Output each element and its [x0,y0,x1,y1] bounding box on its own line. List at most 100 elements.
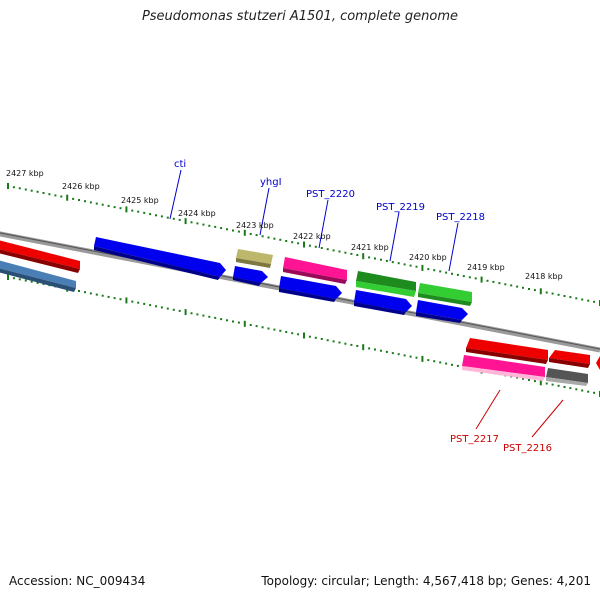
minor-tick [137,301,140,304]
gene-label-PST-2220[interactable]: PST_2220 [306,189,355,200]
minor-tick [30,280,33,283]
gene-PST-2218-blue[interactable] [416,300,468,323]
minor-tick [314,245,317,248]
gene-edge-red[interactable] [596,356,600,370]
minor-tick [113,206,116,209]
accession-text: Accession: NC_009434 [9,574,146,588]
gene-PST-2219-blue[interactable] [354,290,412,315]
gene-PST-2216-red[interactable] [549,350,590,368]
minor-tick [18,187,21,190]
minor-tick [569,296,572,299]
minor-tick [89,201,92,204]
minor-tick [433,360,436,363]
gene-yhgI-blue[interactable] [233,266,268,286]
minor-tick [261,326,264,329]
minor-tick [593,391,596,394]
minor-tick [24,188,27,191]
minor-tick [368,347,371,350]
gene-label-PST-2216[interactable]: PST_2216 [503,443,552,454]
minor-tick [237,230,240,233]
minor-tick [214,225,217,228]
minor-tick [119,207,122,210]
map-title: Pseudomonas stutzeri A1501, complete gen… [141,9,459,24]
minor-tick [101,203,104,206]
minor-tick [581,298,584,301]
minor-tick [190,312,193,315]
minor-tick [95,293,98,296]
minor-tick [232,229,234,232]
gene-forward-left-steelblue[interactable] [0,258,76,292]
minor-tick [285,331,288,333]
minor-tick [415,356,418,359]
minor-tick [255,234,258,237]
minor-tick [563,386,566,388]
gene-label-cti[interactable]: cti [174,159,186,170]
gene-PST-2216[interactable] [546,368,588,386]
gene-yhgI[interactable] [236,249,273,268]
minor-tick [320,338,323,340]
minor-tick [308,335,311,338]
minor-tick [409,264,412,267]
minor-tick [160,306,163,309]
minor-tick [24,279,27,282]
scale-label-2426: 2426 kbp [62,182,100,191]
gene-PST-2217-red[interactable] [466,338,548,364]
minor-tick [374,348,376,351]
gene-label-PST-2218[interactable]: PST_2218 [436,212,485,223]
minor-tick [261,235,264,238]
gene-PST-2220-blue[interactable] [279,276,342,302]
minor-tick [308,244,311,247]
minor-tick [60,195,63,198]
scale-label-2418: 2418 kbp [525,272,563,281]
minor-tick [451,272,453,275]
minor-tick [439,270,442,273]
gene-cti[interactable] [94,237,226,280]
minor-tick [314,336,317,339]
minor-tick [131,209,134,212]
minor-tick [403,354,406,357]
minor-tick [196,222,199,225]
minor-tick [533,380,536,383]
leader-PST-2216 [531,399,564,438]
minor-tick [297,242,300,245]
minor-tick [368,256,371,259]
scale-label-2421: 2421 kbp [351,243,389,252]
minor-tick [12,277,15,280]
scale-label-2419: 2419 kbp [467,263,505,272]
minor-tick [456,273,459,276]
minor-tick [551,292,554,295]
minor-tick [533,289,536,292]
major-tick [125,297,128,304]
minor-tick [279,329,282,332]
minor-tick [439,361,442,364]
minor-tick [84,291,86,294]
minor-tick [291,241,294,244]
gene-PST-2220[interactable] [283,257,347,284]
minor-tick [36,281,39,284]
leader-PST-2218 [448,222,459,272]
minor-tick [196,313,199,316]
major-tick [184,218,187,225]
gene-PST-2218[interactable] [418,283,472,306]
gene-label-PST-2217[interactable]: PST_2217 [450,434,499,445]
gene-label-PST-2219[interactable]: PST_2219 [376,202,425,213]
gene-PST-2219[interactable] [356,271,416,297]
minor-tick [545,382,548,385]
gene-forward-left-red[interactable] [0,238,80,273]
gene-label-yhgI[interactable]: yhgI [260,177,282,188]
leader-PST-2217 [475,389,501,430]
minor-tick [190,221,193,224]
major-tick [184,309,187,316]
minor-tick [279,238,282,241]
gene-PST-2217[interactable] [462,355,545,381]
minor-tick [131,300,134,303]
minor-tick [220,227,223,230]
minor-tick [356,345,359,347]
minor-tick [380,258,382,261]
minor-tick [563,295,566,297]
leader-cti [169,169,182,220]
minor-tick [18,278,21,281]
minor-tick [391,352,394,355]
